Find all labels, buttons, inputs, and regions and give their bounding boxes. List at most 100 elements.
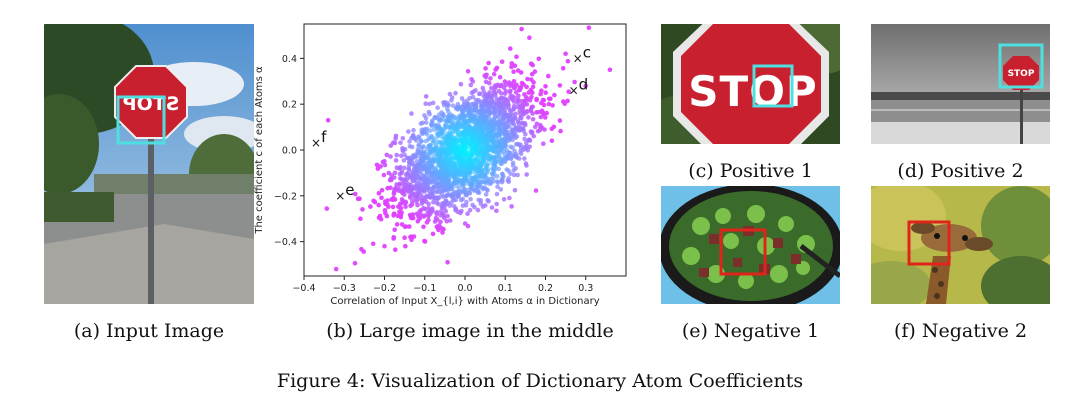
- scatter-point: [419, 139, 424, 144]
- marker-cross-c: ×: [573, 51, 583, 65]
- scatter-point: [455, 107, 461, 112]
- scatter-point: [446, 102, 451, 108]
- scatter-point: [403, 243, 408, 249]
- scatter-point: [451, 116, 456, 122]
- scatter-point: [376, 191, 382, 196]
- scatter-point: [390, 204, 396, 210]
- scatter-point: [526, 115, 531, 120]
- scatter-point: [398, 205, 404, 211]
- scatter-point: [509, 64, 514, 70]
- scatter-point: [403, 199, 409, 205]
- scatter-point: [458, 143, 463, 149]
- scatter-point: [583, 83, 588, 89]
- scatter-point: [465, 211, 470, 216]
- scatter-point: [426, 217, 431, 223]
- scatter-point: [518, 115, 523, 120]
- scatter-point: [394, 152, 399, 158]
- scatter-point: [418, 212, 423, 217]
- positive-2-image: STOP: [871, 24, 1050, 144]
- scatter-point: [460, 150, 466, 155]
- scatter-point: [480, 85, 486, 91]
- scatter-point: [519, 26, 524, 32]
- y-tick-label: −0.4: [274, 237, 297, 248]
- scatter-point: [456, 146, 462, 151]
- scatter-point: [457, 150, 462, 156]
- scatter-point: [536, 56, 542, 62]
- y-axis-label: The coefficient c of each Atoms α: [254, 66, 265, 235]
- scatter-point: [462, 144, 467, 150]
- scatter-point: [500, 171, 505, 177]
- y-tick-label: −0.2: [274, 191, 297, 202]
- scatter-point: [379, 187, 385, 193]
- scatter-point: [456, 148, 462, 153]
- scatter-point: [565, 98, 570, 104]
- scatter-point: [493, 67, 498, 72]
- scatter-point: [399, 169, 405, 174]
- scatter-point: [483, 74, 489, 80]
- input-image: STOP: [44, 24, 254, 304]
- scatter-point: [489, 85, 494, 91]
- scatter-point: [464, 140, 470, 146]
- scatter-point: [402, 192, 407, 197]
- scatter-point: [507, 195, 512, 201]
- scatter-point: [547, 96, 552, 102]
- scatter-point: [511, 85, 517, 91]
- scatter-point: [447, 91, 453, 97]
- scatter-point: [557, 83, 563, 88]
- scatter-point: [497, 74, 503, 80]
- scatter-point: [411, 234, 417, 239]
- scatter-point: [511, 168, 516, 173]
- scatter-point: [462, 147, 468, 152]
- scatter-point: [460, 145, 465, 151]
- marker-label-d: d: [579, 75, 589, 93]
- scatter-point: [507, 108, 513, 113]
- scatter-point: [499, 115, 505, 121]
- scatter-point: [463, 153, 469, 158]
- scatter-point: [507, 90, 513, 95]
- scatter-point: [523, 161, 529, 166]
- y-tick-label: 0.0: [282, 146, 297, 157]
- scatter-point: [461, 152, 466, 157]
- scatter-point: [464, 151, 469, 157]
- negative-2-image: [871, 186, 1050, 304]
- scatter-point: [392, 170, 398, 176]
- scatter-point: [469, 145, 475, 150]
- scatter-point: [525, 76, 530, 82]
- positive-1-photo: STOP: [661, 24, 840, 144]
- scatter-point: [462, 145, 468, 151]
- scatter-point: [502, 91, 508, 96]
- scatter-point: [381, 172, 387, 178]
- scatter-point: [465, 151, 470, 156]
- scatter-point: [469, 148, 474, 154]
- scatter-point: [451, 160, 457, 165]
- scatter-point: [445, 260, 450, 265]
- scatter-point: [469, 90, 475, 96]
- scatter-point: [512, 148, 517, 154]
- scatter-point: [512, 187, 518, 193]
- scatter-point: [494, 208, 499, 214]
- scatter-point: [470, 146, 475, 152]
- scatter-point: [382, 243, 387, 249]
- scatter-point: [510, 160, 516, 166]
- scatter-point: [518, 70, 524, 75]
- caption-a: (a) Input Image: [73, 320, 225, 342]
- scatter-point: [499, 91, 504, 96]
- scatter-point: [524, 140, 529, 145]
- scatter-point: [465, 69, 471, 74]
- positive-2-photo: STOP: [871, 24, 1050, 144]
- scatter-point: [535, 128, 541, 134]
- scatter-point: [377, 213, 383, 219]
- scatter-point: [467, 141, 472, 147]
- scatter-point: [458, 81, 464, 87]
- scatter-point: [437, 223, 442, 228]
- x-tick-label: 0.1: [498, 283, 513, 294]
- scatter-point: [433, 165, 439, 171]
- scatter-point: [489, 171, 495, 176]
- stop-sign-icon: [681, 24, 821, 144]
- scatter-point: [524, 84, 529, 90]
- scatter-point: [358, 216, 363, 221]
- scatter-point: [393, 136, 398, 141]
- scatter-point: [459, 208, 464, 214]
- x-tick-label: −0.4: [292, 283, 315, 294]
- marker-cross-d: ×: [569, 83, 579, 97]
